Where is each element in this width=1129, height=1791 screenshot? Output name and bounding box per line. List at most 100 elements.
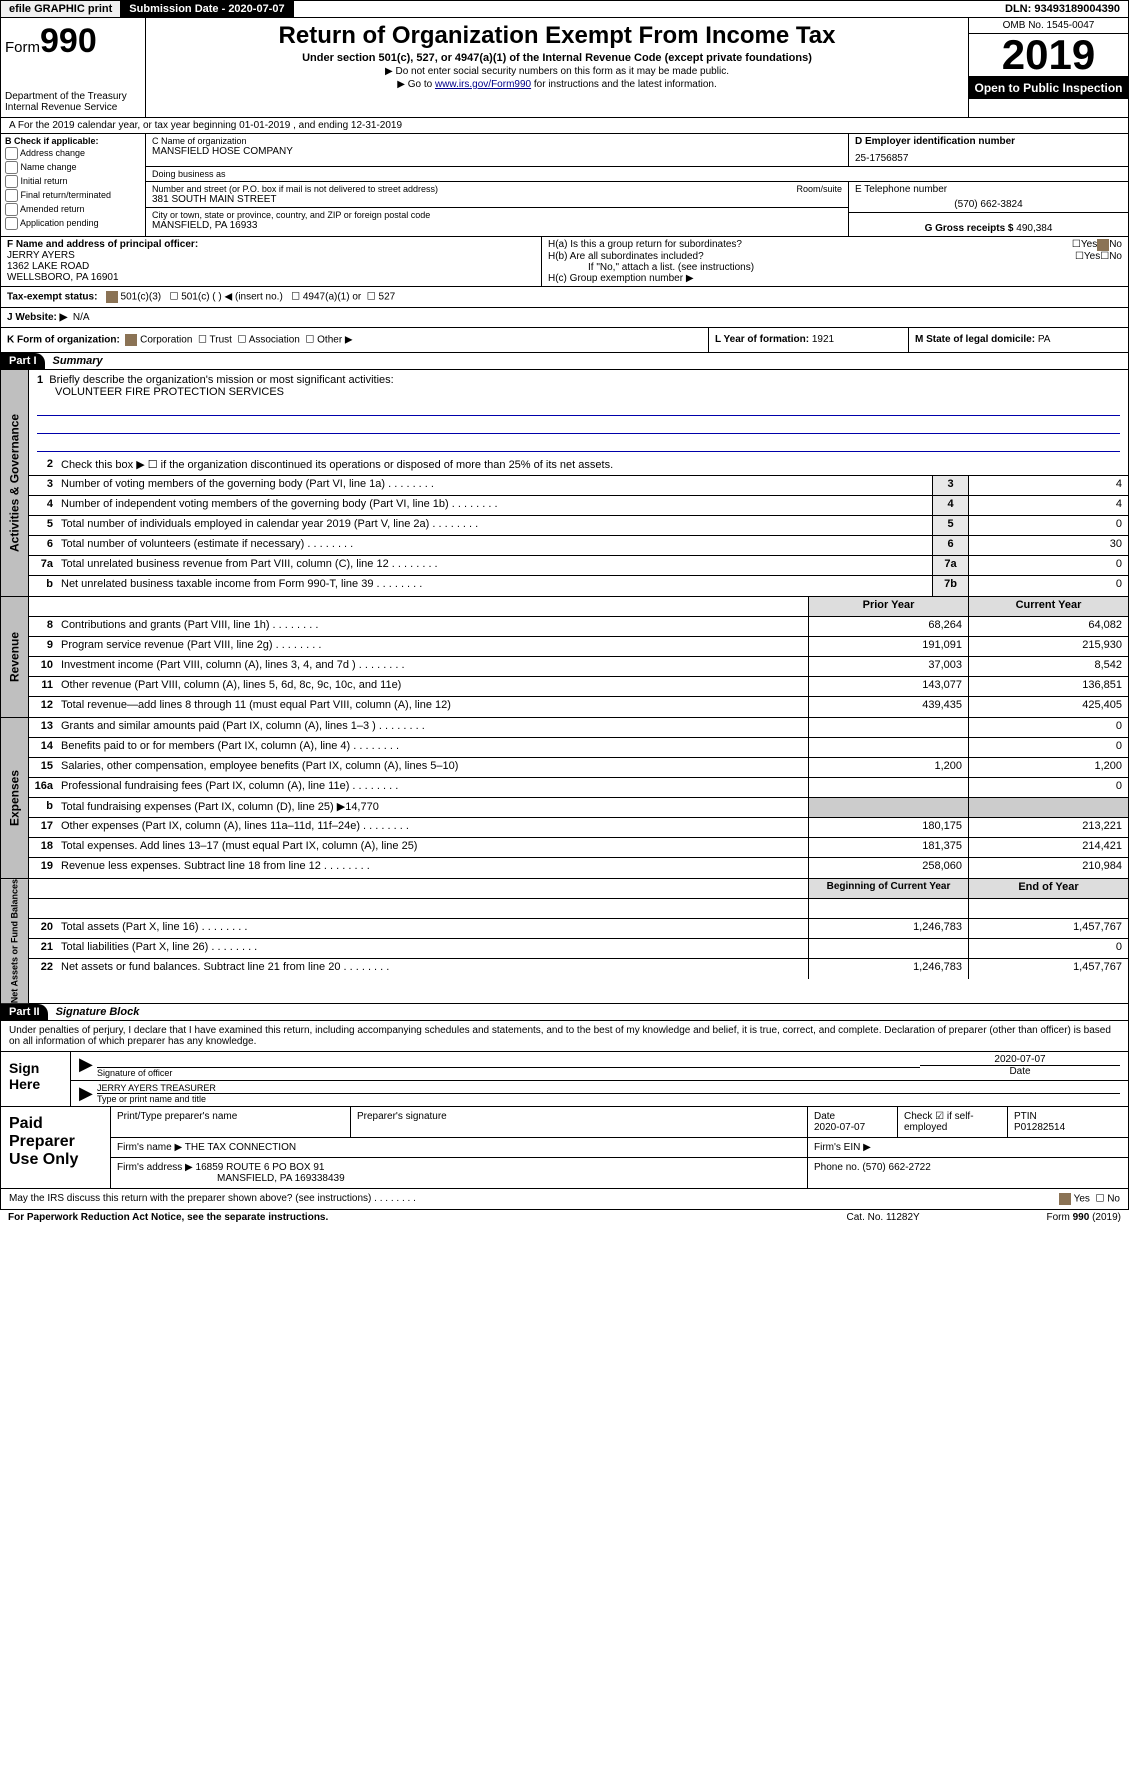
corp-checked-icon xyxy=(125,334,137,346)
room-label: Room/suite xyxy=(796,184,842,194)
opt-assoc[interactable]: Association xyxy=(249,335,300,346)
line13-curr: 0 xyxy=(968,718,1128,737)
part2-badge: Part II xyxy=(1,1004,48,1020)
line9-prior: 191,091 xyxy=(808,637,968,656)
line17-desc: Other expenses (Part IX, column (A), lin… xyxy=(57,818,808,837)
section-b-to-g: B Check if applicable: Address change Na… xyxy=(0,134,1129,237)
line18-desc: Total expenses. Add lines 13–17 (must eq… xyxy=(57,838,808,857)
line11-prior: 143,077 xyxy=(808,677,968,696)
sig-name: JERRY AYERS TREASURER xyxy=(97,1083,1120,1094)
line16b-desc: Total fundraising expenses (Part IX, col… xyxy=(57,798,808,817)
street-address: 381 SOUTH MAIN STREET xyxy=(152,194,842,205)
opt-trust[interactable]: Trust xyxy=(210,335,232,346)
irs-link[interactable]: www.irs.gov/Form990 xyxy=(435,79,531,90)
line3-desc: Number of voting members of the governin… xyxy=(57,476,932,495)
line15-desc: Salaries, other compensation, employee b… xyxy=(57,758,808,777)
prep-sig-hdr: Preparer's signature xyxy=(351,1107,808,1137)
opt-4947[interactable]: 4947(a)(1) or xyxy=(303,292,361,303)
m-label: M State of legal domicile: xyxy=(915,334,1035,345)
section-klm: K Form of organization: Corporation ☐ Tr… xyxy=(0,328,1129,353)
line21-desc: Total liabilities (Part X, line 26) xyxy=(57,939,808,958)
line20-desc: Total assets (Part X, line 16) xyxy=(57,919,808,938)
line16a-desc: Professional fundraising fees (Part IX, … xyxy=(57,778,808,797)
revenue-table: Revenue Prior YearCurrent Year 8Contribu… xyxy=(0,597,1129,718)
ha-no[interactable]: No xyxy=(1109,239,1122,251)
line22-eoy: 1,457,767 xyxy=(968,959,1128,979)
line17-curr: 213,221 xyxy=(968,818,1128,837)
city-value: MANSFIELD, PA 16933 xyxy=(152,220,842,231)
footer: For Paperwork Reduction Act Notice, see … xyxy=(0,1210,1129,1225)
open-public: Open to Public Inspection xyxy=(969,77,1128,99)
opt-501c3[interactable]: 501(c)(3) xyxy=(121,292,162,303)
hb-no[interactable]: ☐No xyxy=(1100,251,1122,262)
hdr-eoy: End of Year xyxy=(968,879,1128,898)
line5-val: 0 xyxy=(968,516,1128,535)
firm-city: MANSFIELD, PA 169338439 xyxy=(117,1173,345,1184)
line11-curr: 136,851 xyxy=(968,677,1128,696)
org-name: MANSFIELD HOSE COMPANY xyxy=(152,146,842,157)
line5-desc: Total number of individuals employed in … xyxy=(57,516,932,535)
line21-boy xyxy=(808,939,968,958)
line1-desc: Briefly describe the organization's miss… xyxy=(49,374,393,386)
opt-527[interactable]: 527 xyxy=(379,292,396,303)
chk-pending[interactable]: Application pending xyxy=(5,217,141,230)
form-word: Form xyxy=(5,39,40,56)
chk-address[interactable]: Address change xyxy=(5,147,141,160)
receipts-value: 490,384 xyxy=(1016,223,1052,234)
opt-501c[interactable]: 501(c) ( ) ◀ (insert no.) xyxy=(181,292,283,303)
line14-prior xyxy=(808,738,968,757)
prep-date: 2020-07-07 xyxy=(814,1122,865,1133)
sig-arrow-icon: ▶ xyxy=(79,1054,97,1078)
line4-desc: Number of independent voting members of … xyxy=(57,496,932,515)
line20-boy: 1,246,783 xyxy=(808,919,968,938)
part2-title: Signature Block xyxy=(48,1004,148,1020)
website-value: N/A xyxy=(73,312,90,323)
addr-label: Number and street (or P.O. box if mail i… xyxy=(152,184,796,194)
discuss-yes[interactable]: Yes xyxy=(1074,1194,1090,1205)
side-governance: Activities & Governance xyxy=(1,370,29,596)
submission-date: Submission Date - 2020-07-07 xyxy=(121,1,293,17)
col-d-ein: D Employer identification number 25-1756… xyxy=(848,134,1128,166)
firm-addr-label: Firm's address ▶ xyxy=(117,1162,193,1173)
ssn-warning: ▶ Do not enter social security numbers o… xyxy=(150,66,964,77)
self-emp-check[interactable]: Check ☑ if self-employed xyxy=(898,1107,1008,1137)
sign-here-label: Sign Here xyxy=(1,1052,71,1106)
sig-officer-label: Signature of officer xyxy=(97,1068,172,1078)
footer-left: For Paperwork Reduction Act Notice, see … xyxy=(8,1212,847,1223)
line12-desc: Total revenue—add lines 8 through 11 (mu… xyxy=(57,697,808,717)
ha-label: H(a) Is this a group return for subordin… xyxy=(548,239,1072,251)
dba-row: Doing business as xyxy=(146,167,1128,182)
phone-label: E Telephone number xyxy=(855,184,1122,195)
col-b-checkboxes: B Check if applicable: Address change Na… xyxy=(1,134,146,236)
top-bar: efile GRAPHIC print Submission Date - 20… xyxy=(0,0,1129,18)
line6-val: 30 xyxy=(968,536,1128,555)
line11-desc: Other revenue (Part VIII, column (A), li… xyxy=(57,677,808,696)
ein-value: 25-1756857 xyxy=(855,153,1122,164)
opt-corp[interactable]: Corporation xyxy=(140,335,192,346)
chk-name[interactable]: Name change xyxy=(5,161,141,174)
efile-button[interactable]: efile GRAPHIC print xyxy=(1,1,121,17)
prep-date-hdr: Date xyxy=(814,1111,835,1122)
hb-yes[interactable]: ☐Yes xyxy=(1075,251,1100,262)
discuss-text: May the IRS discuss this return with the… xyxy=(9,1193,1059,1205)
chk-final[interactable]: Final return/terminated xyxy=(5,189,141,202)
line12-curr: 425,405 xyxy=(968,697,1128,717)
chk-initial[interactable]: Initial return xyxy=(5,175,141,188)
officer-addr2: WELLSBORO, PA 16901 xyxy=(7,272,535,283)
sig-date-label: Date xyxy=(920,1065,1120,1077)
dln-number: DLN: 93493189004390 xyxy=(997,1,1128,17)
opt-other[interactable]: Other ▶ xyxy=(317,335,352,346)
line8-desc: Contributions and grants (Part VIII, lin… xyxy=(57,617,808,636)
officer-label: F Name and address of principal officer: xyxy=(7,239,535,250)
col-h-group: H(a) Is this a group return for subordin… xyxy=(541,237,1128,286)
line19-desc: Revenue less expenses. Subtract line 18 … xyxy=(57,858,808,878)
line9-desc: Program service revenue (Part VIII, line… xyxy=(57,637,808,656)
side-expenses: Expenses xyxy=(1,718,29,878)
line20-eoy: 1,457,767 xyxy=(968,919,1128,938)
discuss-no[interactable]: No xyxy=(1107,1194,1120,1205)
ha-yes[interactable]: ☐Yes xyxy=(1072,239,1097,251)
col-f-officer: F Name and address of principal officer:… xyxy=(1,237,541,286)
officer-addr1: 1362 LAKE ROAD xyxy=(7,261,535,272)
501c3-checked-icon xyxy=(106,291,118,303)
chk-amended[interactable]: Amended return xyxy=(5,203,141,216)
